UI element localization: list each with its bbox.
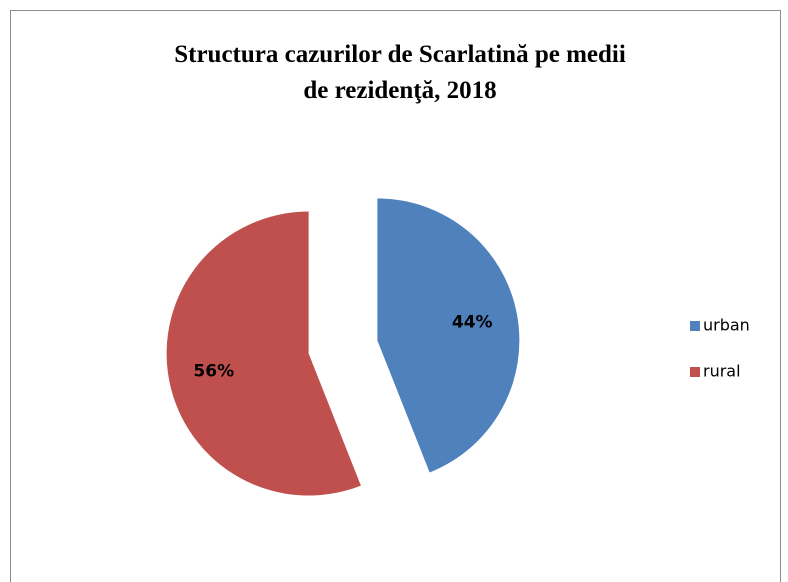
legend-swatch — [690, 321, 700, 331]
data-label: 44% — [452, 312, 493, 332]
pie-slice — [377, 198, 520, 473]
legend-label: rural — [703, 362, 741, 381]
legend-label: urban — [703, 316, 750, 335]
chart-title: Structura cazurilor de Scarlatină pe med… — [174, 41, 626, 68]
chart-title: de rezidenţă, 2018 — [303, 77, 496, 104]
pie-slice — [166, 211, 361, 496]
legend-swatch — [690, 367, 700, 377]
data-label: 56% — [193, 362, 234, 382]
